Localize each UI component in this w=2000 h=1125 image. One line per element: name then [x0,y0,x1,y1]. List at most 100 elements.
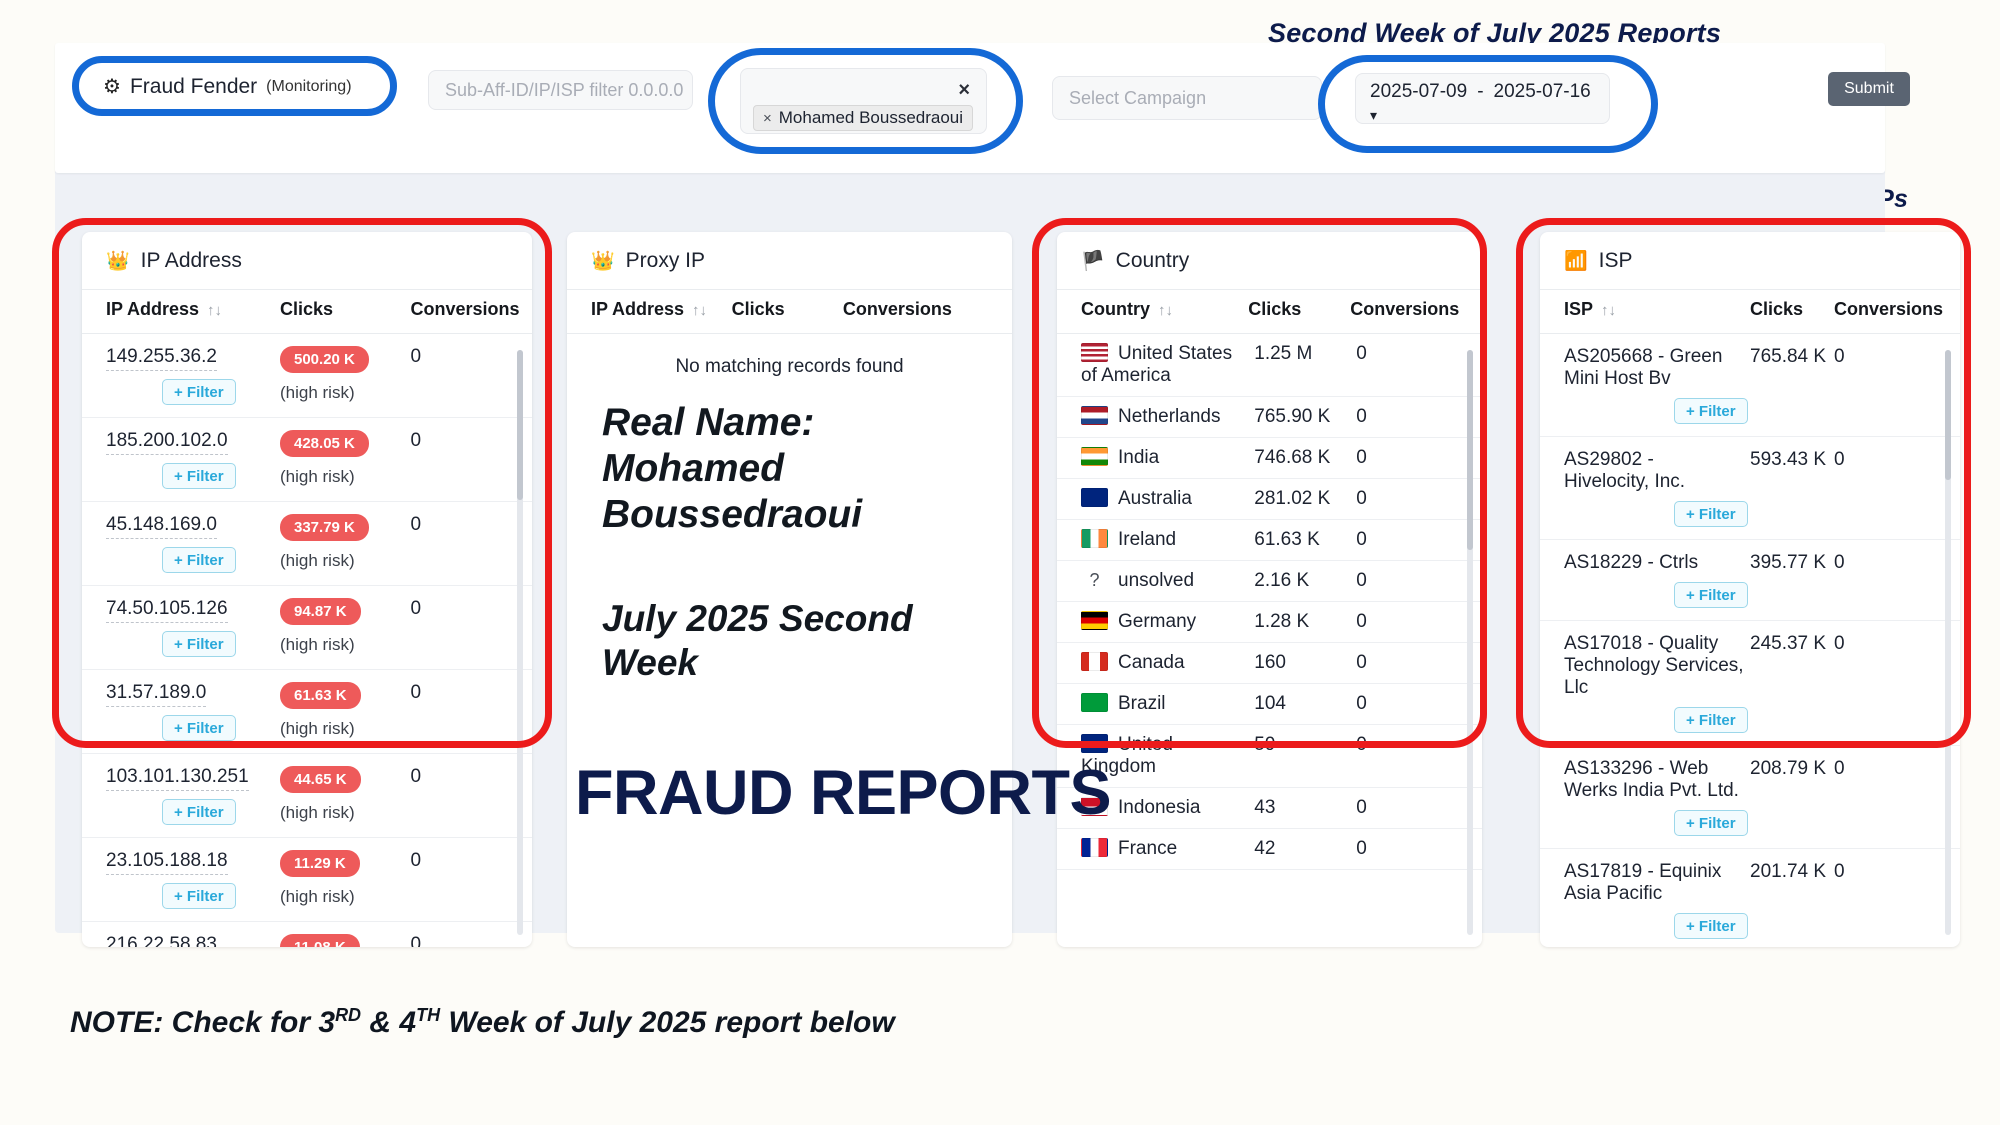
table-row[interactable]: AS133296 - Web Werks India Pvt. Ltd. + Fi… [1540,745,1960,849]
add-filter-button[interactable]: + Filter [1674,582,1748,608]
table-row[interactable]: 74.50.105.126 + Filter 94.87 K (high risk) 0 [82,585,532,670]
table-row[interactable]: Indonesia 43 0 [1057,787,1482,829]
table-row[interactable]: France 42 0 [1057,828,1482,870]
country-col-conversions[interactable]: Conversions [1350,289,1482,334]
country-value: India [1118,447,1160,468]
table-row[interactable]: AS29802 - Hivelocity, Inc. + Filter 593.43… [1540,436,1960,540]
country-col-name[interactable]: Country ↑↓ [1057,289,1249,334]
ip-scrollbar-track[interactable] [517,350,523,935]
country-col-clicks[interactable]: Clicks [1248,289,1351,334]
risk-label: (high risk) [280,887,355,906]
ip-value: 31.57.189.0 [106,682,207,707]
affiliate-multiselect[interactable]: × × Mohamed Boussedraoui [740,68,987,134]
table-row[interactable]: 185.200.102.0 + Filter 428.05 K (high risk)… [82,417,532,502]
isp-cell-conversions: 0 [1834,539,1960,621]
country-scrollbar-thumb[interactable] [1467,350,1473,550]
flag-icon-gb [1081,734,1108,753]
add-filter-button[interactable]: + Filter [1674,707,1748,733]
table-row[interactable]: 23.105.188.18 + Filter 11.29 K (high risk) 0 [82,837,532,922]
ip-col-clicks[interactable]: Clicks [280,289,411,334]
chevron-down-icon[interactable]: ▾ [1370,107,1378,123]
table-row[interactable]: 103.101.130.251 + Filter 44.65 K (high risk… [82,753,532,838]
ip-value: 103.101.130.251 [106,766,249,791]
isp-col-clicks[interactable]: Clicks [1750,289,1834,334]
ip-cell-clicks: 44.65 K (high risk) [280,753,411,838]
country-cell-clicks: 765.90 K [1248,396,1351,438]
clear-affiliate-icon[interactable]: × [958,79,970,101]
country-cell-conversions: 0 [1350,601,1482,643]
add-filter-button[interactable]: + Filter [1674,913,1748,939]
add-filter-button[interactable]: + Filter [162,883,236,909]
add-filter-button[interactable]: + Filter [162,547,236,573]
table-row[interactable]: United Kingdom 59 0 [1057,724,1482,788]
add-filter-button[interactable]: + Filter [162,463,236,489]
table-row[interactable]: 31.57.189.0 + Filter 61.63 K (high risk) 0 [82,669,532,754]
proxy-col-address[interactable]: IP Address ↑↓ [567,289,732,334]
table-row[interactable]: Brazil 104 0 [1057,683,1482,725]
date-separator: - [1477,81,1484,102]
campaign-select[interactable]: Select Campaign [1052,76,1322,120]
isp-col-name[interactable]: ISP ↑↓ [1540,289,1750,334]
sort-icon[interactable]: ↑↓ [692,302,708,319]
country-cell-name: India [1057,437,1249,479]
isp-col-conversions[interactable]: Conversions [1834,289,1960,334]
flag-icon-br [1081,693,1108,712]
table-row[interactable]: AS17018 - Quality Technology Services, L… [1540,620,1960,746]
isp-cell-clicks: 208.79 K [1750,745,1834,849]
isp-cell-clicks: 765.84 K [1750,333,1834,437]
flag-icon: 🏴 [1081,250,1105,272]
clicks-badge: 61.63 K [280,682,361,709]
add-filter-button[interactable]: + Filter [1674,810,1748,836]
date-range-picker[interactable]: 2025-07-09-2025-07-16 ▾ [1355,73,1610,124]
ip-cell-clicks: 61.63 K (high risk) [280,669,411,754]
add-filter-button[interactable]: + Filter [162,715,236,741]
table-row[interactable]: Canada 160 0 [1057,642,1482,684]
add-filter-button[interactable]: + Filter [162,379,236,405]
proxy-table: IP Address ↑↓ Clicks Conversions No match… [567,289,1012,388]
flag-icon-id [1081,797,1108,816]
ip-scrollbar-thumb[interactable] [517,350,523,500]
submit-button[interactable]: Submit [1828,72,1910,106]
subaff-filter-input[interactable]: Sub-Aff-ID/IP/ISP filter 0.0.0.0 [428,70,693,110]
isp-cell-clicks: 593.43 K [1750,436,1834,540]
ip-col-conversions[interactable]: Conversions [410,289,532,334]
country-scrollbar-track[interactable] [1467,350,1473,935]
proxy-col-clicks[interactable]: Clicks [731,289,843,334]
table-row[interactable]: AS17819 - Equinix Asia Pacific + Filter 20… [1540,848,1960,947]
add-filter-button[interactable]: + Filter [162,799,236,825]
add-filter-button[interactable]: + Filter [1674,398,1748,424]
isp-cell-name: AS18229 - Ctrls + Filter [1540,539,1750,621]
proxy-col-conversions[interactable]: Conversions [842,289,1012,334]
table-row[interactable]: 149.255.36.2 + Filter 500.20 K (high risk) 0 [82,333,532,418]
add-filter-button[interactable]: + Filter [1674,501,1748,527]
sort-icon[interactable]: ↑↓ [1601,302,1617,319]
table-row[interactable]: 45.148.169.0 + Filter 337.79 K (high risk) 0 [82,501,532,586]
country-cell-name: Brazil [1057,683,1249,725]
add-filter-button[interactable]: + Filter [162,631,236,657]
app-brand[interactable]: ⚙ Fraud Fender (Monitoring) [85,65,385,109]
country-value: Germany [1118,611,1197,632]
country-cell-name: Ireland [1057,519,1249,561]
sort-icon[interactable]: ↑↓ [1158,302,1173,319]
country-value: United States of America [1081,343,1233,386]
isp-panel: 📶 ISP ISP ↑↓ Clicks Conversions AS205668 … [1540,232,1960,947]
country-cell-clicks: 61.63 K [1248,519,1351,561]
ip-col-address[interactable]: IP Address ↑↓ [82,289,280,334]
affiliate-chip[interactable]: × Mohamed Boussedraoui [753,105,974,131]
isp-scrollbar-track[interactable] [1945,350,1951,935]
table-row[interactable]: AS205668 - Green Mini Host Bv + Filter 765… [1540,333,1960,437]
isp-scrollbar-thumb[interactable] [1945,350,1951,480]
clicks-badge: 11.08 K [280,934,360,947]
country-cell-clicks: 43 [1248,787,1351,829]
sort-icon[interactable]: ↑↓ [207,302,223,319]
chip-remove-icon[interactable]: × [763,109,772,127]
